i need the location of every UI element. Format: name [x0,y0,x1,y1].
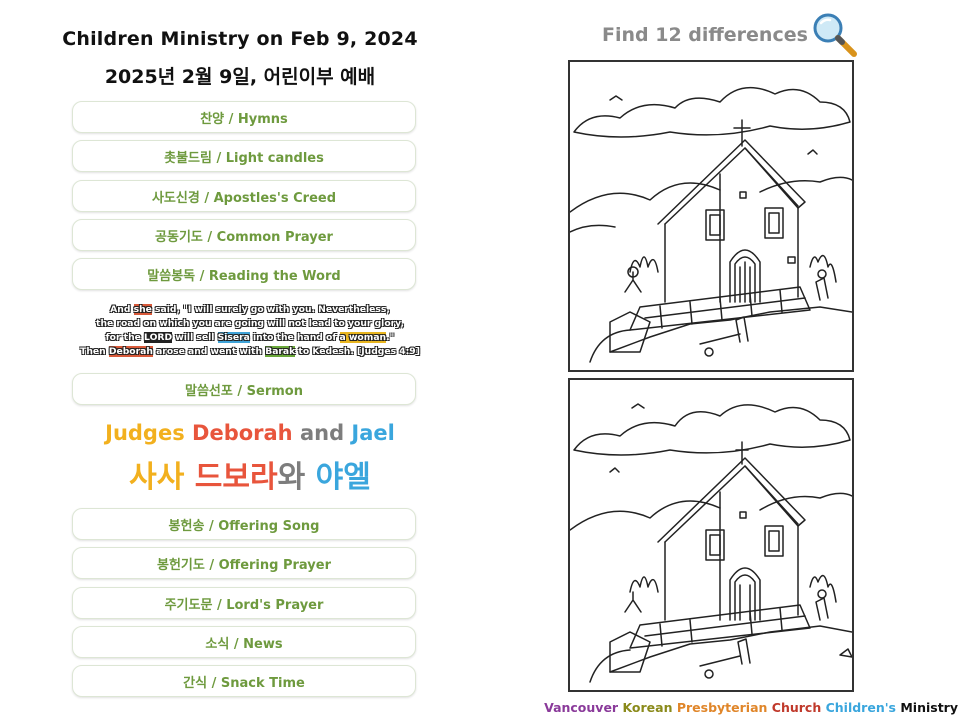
order-item-hymns[interactable]: 찬양 / Hymns [72,101,416,133]
order-item-common-prayer[interactable]: 공동기도 / Common Prayer [72,219,416,251]
order-item-offering-song[interactable]: 봉헌송 / Offering Song [72,508,416,540]
footer-organization: Vancouver Korean Presbyterian Church Chi… [544,700,958,715]
magnifier-icon [813,13,857,57]
puzzle-title: Find 12 differences [602,24,808,46]
page-title: Children Ministry on Feb 9, 2024 [62,28,418,50]
order-item-lords-prayer[interactable]: 주기도문 / Lord's Prayer [72,587,416,619]
sermon-title-korean: 사사 드보라와 야엘 [129,460,371,495]
order-item-reading-word[interactable]: 말씀봉독 / Reading the Word [72,258,416,290]
order-item-apostles-creed[interactable]: 사도신경 / Apostles's Creed [72,180,416,212]
order-item-news[interactable]: 소식 / News [72,626,416,658]
church-drawing-top [570,86,852,363]
worship-order-panel: Children Ministry on Feb 9, 2024 2025년 2… [62,28,420,697]
puzzle-image-top[interactable] [568,60,854,372]
order-item-sermon[interactable]: 말씀선포 / Sermon [72,373,416,405]
order-item-light-candles[interactable]: 촛불드림 / Light candles [72,140,416,172]
scripture-verse: And she said, "I will surely go with you… [80,304,420,357]
sermon-title-english: Judges Deborah and Jael [105,421,395,445]
church-drawing-bottom [570,403,852,683]
order-item-offering-prayer[interactable]: 봉헌기도 / Offering Prayer [72,547,416,579]
order-item-snack-time[interactable]: 간식 / Snack Time [72,665,416,697]
page-subtitle-korean: 2025년 2월 9일, 어린이부 예배 [104,66,376,88]
puzzle-image-bottom[interactable] [568,378,854,692]
